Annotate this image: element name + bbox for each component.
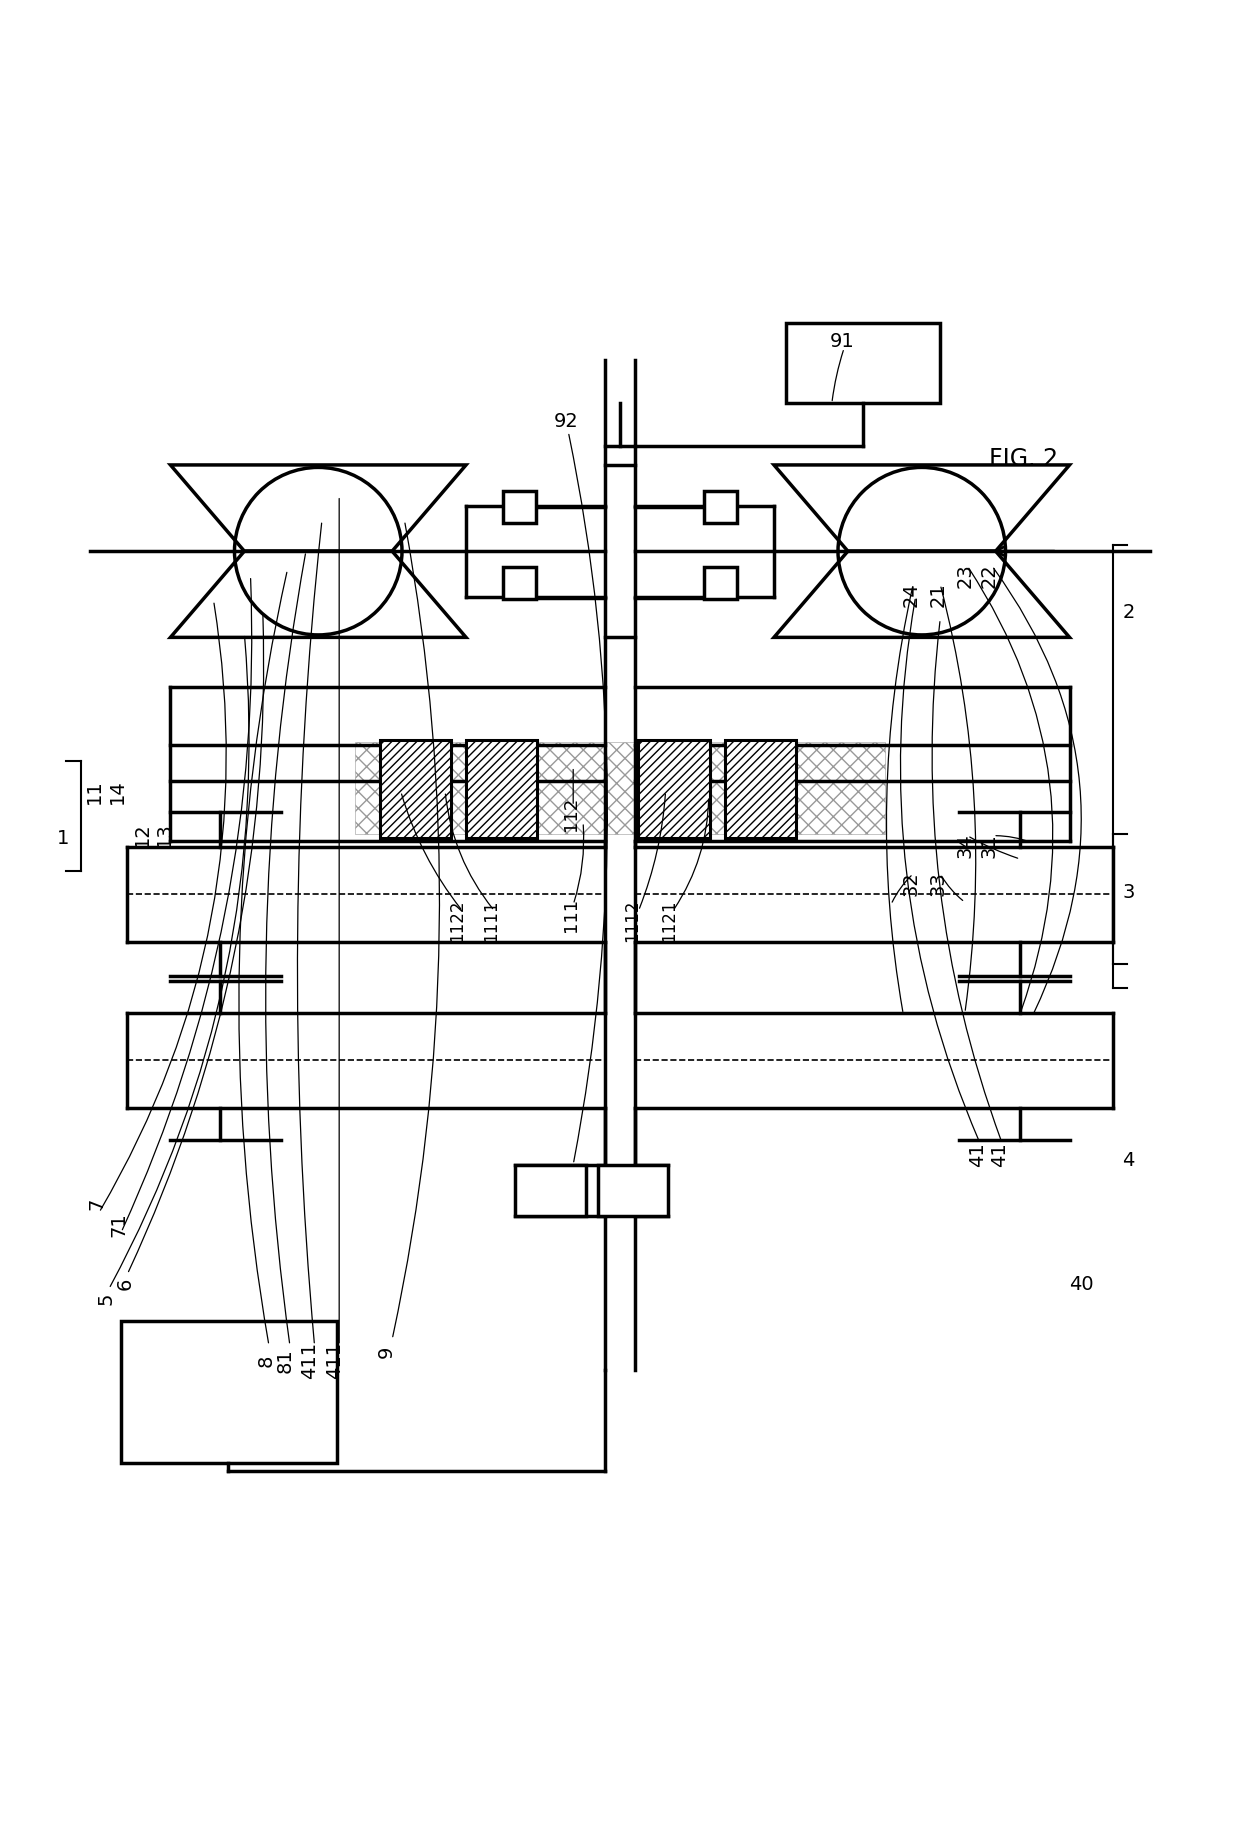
- Text: 22: 22: [980, 563, 999, 589]
- Text: 41: 41: [990, 1143, 1009, 1167]
- Text: 411: 411: [300, 1342, 319, 1379]
- Text: 31: 31: [980, 834, 999, 858]
- Text: 411: 411: [325, 1342, 343, 1379]
- Text: 3: 3: [1122, 883, 1135, 902]
- Bar: [786, 324, 940, 404]
- Text: 7: 7: [87, 1198, 107, 1211]
- Bar: [355, 743, 885, 834]
- Text: 91: 91: [830, 333, 854, 351]
- Text: 32: 32: [901, 871, 920, 896]
- Bar: [704, 490, 737, 523]
- Text: 8: 8: [257, 1353, 277, 1366]
- Bar: [466, 739, 537, 838]
- Bar: [639, 739, 711, 838]
- Text: 9: 9: [377, 1346, 396, 1357]
- Bar: [122, 1321, 337, 1463]
- Text: FIG. 2: FIG. 2: [990, 446, 1059, 470]
- Text: 13: 13: [155, 821, 174, 847]
- Bar: [379, 739, 451, 838]
- Bar: [503, 490, 536, 523]
- Text: 92: 92: [553, 412, 578, 432]
- Text: 81: 81: [275, 1348, 294, 1374]
- Text: 1: 1: [57, 829, 69, 847]
- Text: 14: 14: [108, 779, 126, 803]
- Text: 71: 71: [109, 1213, 128, 1236]
- Text: 4: 4: [1122, 1150, 1135, 1171]
- Text: 1122: 1122: [449, 900, 466, 942]
- Bar: [704, 567, 737, 600]
- Bar: [516, 1165, 585, 1216]
- Text: 21: 21: [929, 582, 947, 607]
- Text: 34: 34: [955, 834, 975, 858]
- Text: 1121: 1121: [660, 900, 678, 942]
- Text: 2: 2: [1122, 604, 1135, 622]
- Text: 41: 41: [967, 1143, 987, 1167]
- Bar: [598, 1165, 668, 1216]
- Text: 33: 33: [929, 871, 947, 896]
- Text: 1111: 1111: [481, 900, 500, 942]
- Text: 1112: 1112: [624, 900, 641, 942]
- Text: 24: 24: [901, 582, 920, 607]
- Text: 6: 6: [115, 1278, 134, 1289]
- Text: 5: 5: [97, 1293, 115, 1306]
- Text: 112: 112: [562, 796, 580, 830]
- Text: 40: 40: [1070, 1275, 1094, 1293]
- Text: 23: 23: [955, 563, 975, 589]
- Text: 11: 11: [84, 779, 104, 803]
- Bar: [503, 567, 536, 600]
- Text: 12: 12: [133, 821, 151, 847]
- Text: 111: 111: [562, 898, 580, 931]
- Bar: [724, 739, 796, 838]
